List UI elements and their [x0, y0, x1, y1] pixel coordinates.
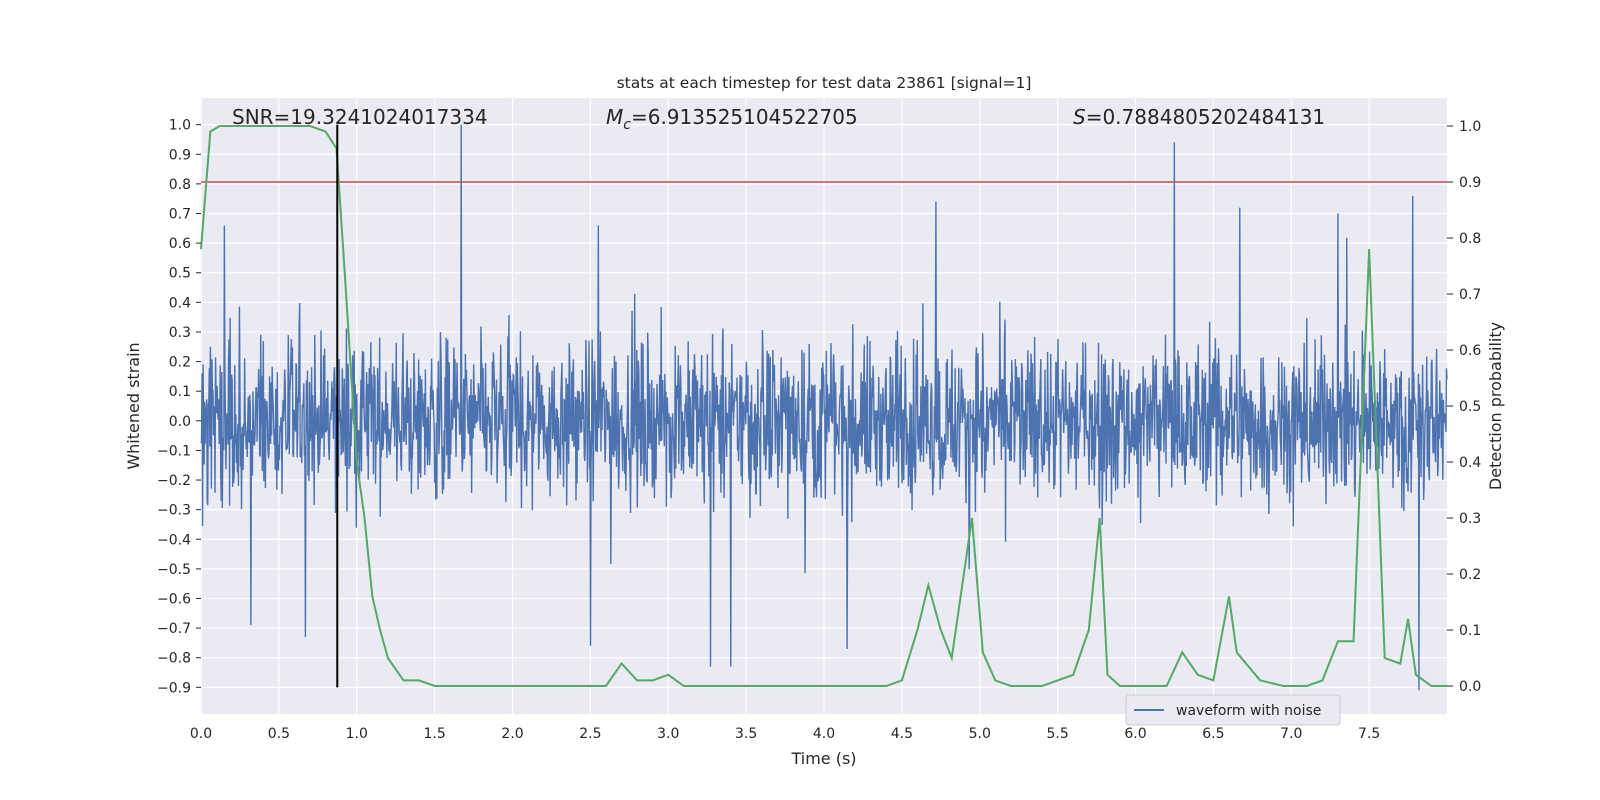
y-left-tick-label: 0.5	[169, 266, 191, 282]
x-tick-label: 6.5	[1202, 726, 1224, 742]
x-tick-label: 0.0	[190, 726, 212, 742]
y-left-tick-label: −0.1	[157, 443, 191, 459]
x-tick-label: 1.0	[346, 726, 368, 742]
y-left-tick-label: −0.6	[157, 592, 191, 608]
y-left-tick-label: −0.8	[157, 651, 191, 667]
y-right-tick-label: 0.8	[1459, 231, 1481, 247]
y-left-tick-label: 0.8	[169, 177, 191, 193]
spin-value: =0.7884805202484131	[1086, 105, 1325, 129]
y-left-tick-label: 0.3	[169, 325, 191, 341]
y-left-tick-label: −0.7	[157, 621, 191, 637]
chirp-mass-subscript: c	[623, 117, 631, 133]
x-tick-label: 5.5	[1046, 726, 1068, 742]
axis-layer: 0.0 0.5 1.0 1.5 2.0 2.5 3.0 3.5 4.0 4.5 5.0 5.5 6.0 6…	[157, 118, 1481, 742]
x-tick-label: 0.5	[268, 726, 290, 742]
y-left-tick-label: −0.3	[157, 503, 191, 519]
chirp-mass-value: =6.913525104522705	[631, 105, 858, 129]
y-left-tick-label: 0.0	[169, 414, 191, 430]
spin-annotation: S=0.7884805202484131	[1073, 105, 1325, 129]
x-tick-label: 3.0	[657, 726, 679, 742]
legend: waveform with noise	[1125, 694, 1341, 726]
y-left-tick-label: 0.2	[169, 355, 191, 371]
x-tick-label: 7.5	[1358, 726, 1380, 742]
y-right-tick-label: 0.9	[1459, 175, 1481, 191]
y-right-tick-label: 0.2	[1459, 567, 1481, 583]
y-left-tick-label: 0.1	[169, 384, 191, 400]
y-right-tick-label: 0.6	[1459, 343, 1481, 359]
x-tick-label: 5.0	[969, 726, 991, 742]
data-layer	[200, 124, 1448, 691]
y-left-tick-label: −0.5	[157, 562, 191, 578]
y-left-tick-label: 0.7	[169, 207, 191, 223]
x-tick-label: 2.5	[579, 726, 601, 742]
chirp-mass-symbol: M	[606, 105, 623, 129]
x-tick-label: 7.0	[1280, 726, 1302, 742]
y-left-tick-label: −0.2	[157, 473, 191, 489]
x-tick-label: 1.5	[423, 726, 445, 742]
waveform-series-line	[200, 124, 1448, 691]
spin-symbol: S	[1073, 105, 1086, 129]
y-left-tick-label: −0.4	[157, 532, 191, 548]
y-right-tick-label: 0.7	[1459, 287, 1481, 303]
chirp-mass-annotation: Mc=6.913525104522705	[606, 105, 858, 133]
y-right-tick-label: 0.1	[1459, 623, 1481, 639]
y-left-tick-label: −0.9	[157, 680, 191, 696]
y-left-tick-label: 0.6	[169, 236, 191, 252]
x-tick-label: 2.0	[501, 726, 523, 742]
y-axis-right-label: Detection probability	[1486, 322, 1505, 490]
y-left-tick-label: 1.0	[169, 118, 191, 134]
legend-label-waveform: waveform with noise	[1176, 703, 1321, 719]
y-axis-left-label: Whitened strain	[124, 342, 143, 469]
y-right-tick-label: 0.4	[1459, 455, 1481, 471]
x-tick-label: 6.0	[1124, 726, 1146, 742]
x-axis-label: Time (s)	[790, 749, 856, 768]
x-tick-label: 4.5	[891, 726, 913, 742]
y-right-tick-label: 0.5	[1459, 399, 1481, 415]
y-left-tick-label: 0.9	[169, 147, 191, 163]
x-tick-label: 3.5	[735, 726, 757, 742]
chart-title: stats at each timestep for test data 238…	[617, 74, 1032, 92]
snr-annotation: SNR=19.3241024017334	[232, 105, 488, 129]
y-right-tick-label: 1.0	[1459, 119, 1481, 135]
x-tick-label: 4.0	[813, 726, 835, 742]
y-left-tick-label: 0.4	[169, 295, 191, 311]
y-right-tick-label: 0.0	[1459, 679, 1481, 695]
legend-box	[1125, 694, 1341, 726]
y-right-tick-label: 0.3	[1459, 511, 1481, 527]
